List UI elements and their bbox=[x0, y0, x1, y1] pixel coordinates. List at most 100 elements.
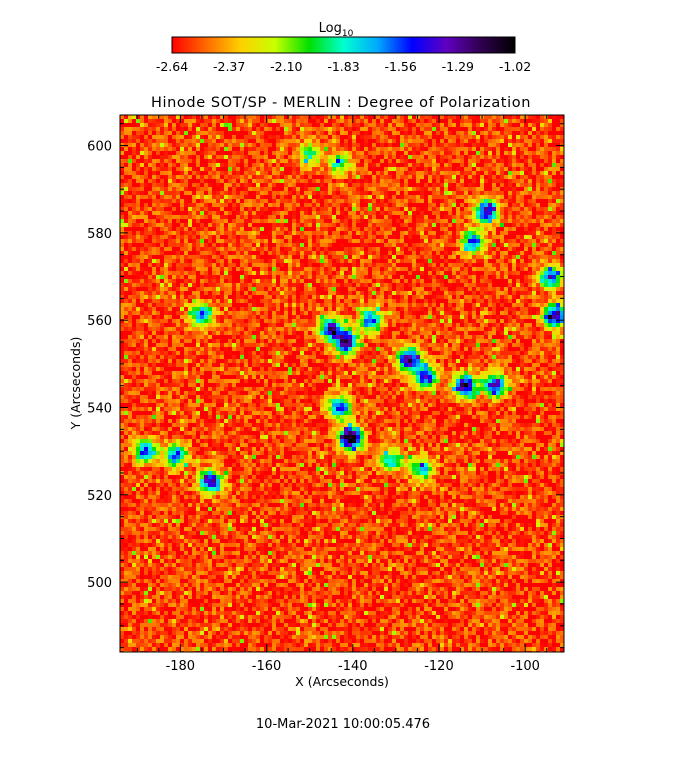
heatmap-cell bbox=[536, 231, 541, 236]
heatmap-cell bbox=[508, 123, 513, 128]
heatmap-cell bbox=[180, 119, 185, 124]
heatmap-cell bbox=[420, 279, 425, 284]
heatmap-cell bbox=[460, 235, 465, 240]
heatmap-cell bbox=[152, 211, 157, 216]
heatmap-cell bbox=[336, 283, 341, 288]
heatmap-cell bbox=[164, 255, 169, 260]
heatmap-cell bbox=[244, 275, 249, 280]
heatmap-cell bbox=[480, 203, 485, 208]
heatmap-cell bbox=[464, 123, 469, 128]
heatmap-cell bbox=[264, 267, 269, 272]
heatmap-cell bbox=[444, 195, 449, 200]
heatmap-cell bbox=[208, 139, 213, 144]
heatmap-cell bbox=[152, 119, 157, 124]
heatmap-cell bbox=[476, 239, 481, 244]
heatmap-cell bbox=[440, 139, 445, 144]
heatmap-cell bbox=[224, 123, 229, 128]
heatmap-cell bbox=[424, 123, 429, 128]
heatmap-cell bbox=[388, 215, 393, 220]
heatmap-cell bbox=[224, 183, 229, 188]
heatmap-cell bbox=[220, 191, 225, 196]
heatmap-cell bbox=[332, 239, 337, 244]
heatmap-cell bbox=[376, 143, 381, 148]
heatmap-cell bbox=[416, 183, 421, 188]
heatmap-cell bbox=[460, 127, 465, 132]
heatmap-cell bbox=[120, 131, 125, 136]
heatmap-cell bbox=[308, 271, 313, 276]
heatmap-cell bbox=[280, 219, 285, 224]
heatmap-cell bbox=[156, 191, 161, 196]
heatmap-cell bbox=[468, 203, 473, 208]
heatmap-cell bbox=[204, 135, 209, 140]
heatmap-cell bbox=[404, 235, 409, 240]
heatmap-cell bbox=[560, 207, 564, 212]
heatmap-cell bbox=[312, 231, 317, 236]
heatmap-cell bbox=[164, 239, 169, 244]
heatmap-cell bbox=[268, 215, 273, 220]
heatmap-cell bbox=[128, 243, 133, 248]
heatmap-cell bbox=[276, 223, 281, 228]
heatmap-cell bbox=[544, 183, 549, 188]
heatmap-cell bbox=[508, 159, 513, 164]
heatmap-cell bbox=[188, 127, 193, 132]
heatmap-cell bbox=[188, 227, 193, 232]
heatmap-cell bbox=[248, 207, 253, 212]
heatmap-cell bbox=[340, 219, 345, 224]
heatmap-cell bbox=[124, 187, 129, 192]
heatmap-cell bbox=[200, 151, 205, 156]
heatmap-cell bbox=[148, 287, 153, 292]
heatmap-cell bbox=[180, 259, 185, 264]
heatmap-cell bbox=[308, 175, 313, 180]
heatmap-cell bbox=[376, 127, 381, 132]
heatmap-cell bbox=[196, 167, 201, 172]
heatmap-cell bbox=[452, 123, 457, 128]
heatmap-cell bbox=[520, 219, 525, 224]
heatmap-cell bbox=[260, 151, 265, 156]
heatmap-cell bbox=[212, 151, 217, 156]
heatmap-cell bbox=[444, 199, 449, 204]
heatmap-cell bbox=[228, 223, 233, 228]
heatmap-cell bbox=[184, 139, 189, 144]
heatmap-cell bbox=[296, 199, 301, 204]
heatmap-cell bbox=[364, 143, 369, 148]
heatmap-cell bbox=[408, 215, 413, 220]
heatmap-cell bbox=[280, 183, 285, 188]
heatmap-cell bbox=[428, 115, 433, 120]
heatmap-cell bbox=[384, 251, 389, 256]
heatmap-cell bbox=[556, 119, 561, 124]
heatmap-cell bbox=[448, 131, 453, 136]
heatmap-cell bbox=[204, 147, 209, 152]
heatmap-cell bbox=[384, 279, 389, 284]
heatmap-cell bbox=[548, 167, 553, 172]
heatmap-cell bbox=[252, 163, 257, 168]
heatmap-cell bbox=[424, 275, 429, 280]
heatmap-cell bbox=[128, 207, 133, 212]
heatmap-cell bbox=[292, 227, 297, 232]
heatmap-cell bbox=[192, 291, 197, 296]
heatmap-cell bbox=[264, 275, 269, 280]
heatmap-cell bbox=[532, 187, 537, 192]
heatmap-cell bbox=[196, 247, 201, 252]
heatmap-cell bbox=[208, 179, 213, 184]
heatmap-cell bbox=[424, 239, 429, 244]
heatmap-cell bbox=[380, 223, 385, 228]
heatmap-cell bbox=[504, 155, 509, 160]
heatmap-cell bbox=[308, 195, 313, 200]
heatmap-cell bbox=[160, 243, 165, 248]
heatmap-cell bbox=[288, 147, 293, 152]
heatmap-cell bbox=[400, 175, 405, 180]
heatmap-cell bbox=[228, 175, 233, 180]
heatmap-cell bbox=[144, 255, 149, 260]
heatmap-cell bbox=[308, 199, 313, 204]
heatmap-cell bbox=[136, 163, 141, 168]
heatmap-cell bbox=[444, 159, 449, 164]
heatmap-cell bbox=[448, 227, 453, 232]
heatmap-cell bbox=[268, 203, 273, 208]
heatmap-cell bbox=[372, 199, 377, 204]
heatmap-cell bbox=[348, 279, 353, 284]
heatmap-cell bbox=[284, 155, 289, 160]
heatmap-cell bbox=[252, 139, 257, 144]
heatmap-cell bbox=[324, 191, 329, 196]
heatmap-cell bbox=[448, 247, 453, 252]
heatmap-cell bbox=[120, 247, 125, 252]
